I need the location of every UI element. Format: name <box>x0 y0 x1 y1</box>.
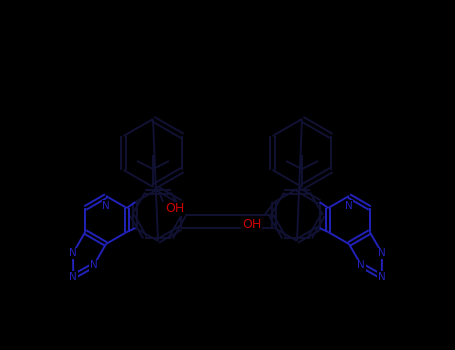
Text: N: N <box>378 248 386 258</box>
Text: N: N <box>69 248 77 258</box>
Text: OH: OH <box>242 218 261 231</box>
Text: N: N <box>357 260 365 270</box>
Text: N: N <box>90 260 98 270</box>
Text: N: N <box>70 272 77 282</box>
Text: OH: OH <box>165 203 185 216</box>
Text: N: N <box>378 272 385 282</box>
Text: N: N <box>102 201 110 211</box>
Text: N: N <box>345 201 353 211</box>
